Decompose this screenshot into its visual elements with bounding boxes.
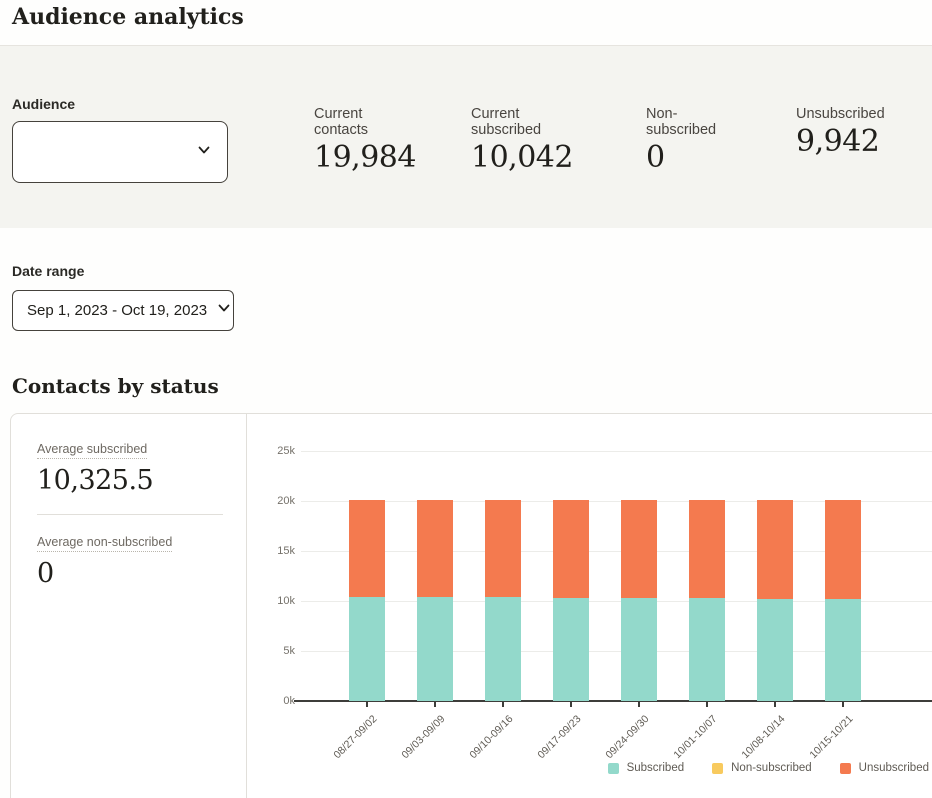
bar-09/03-09/09[interactable]: [417, 451, 453, 701]
legend-swatch-icon: [608, 763, 619, 774]
average-non-subscribed-label[interactable]: Average non-subscribed: [37, 535, 172, 552]
contacts-chart: 0k 5k 10k 15k 20k 25k 08/27-09/02 09/03-09/09 09…: [248, 414, 932, 798]
date-range-label: Date range: [12, 263, 84, 279]
x-axis-tick: [774, 701, 776, 707]
bar-09/17-09/23[interactable]: [553, 451, 589, 701]
bar-09/10-09/16[interactable]: [485, 451, 521, 701]
bar-segment-subscribed[interactable]: [689, 598, 725, 701]
bar-segment-subscribed[interactable]: [485, 597, 521, 701]
chevron-down-icon: [197, 143, 211, 162]
averages-panel: Average subscribed 10,325.5 Average non-…: [11, 414, 247, 798]
bar-segment-subscribed[interactable]: [621, 598, 657, 701]
stat-value: 19,984: [314, 140, 416, 175]
x-axis-tick: [366, 701, 368, 707]
average-subscribed-value: 10,325.5: [37, 465, 232, 496]
page-title: Audience analytics: [12, 4, 244, 30]
audience-analytics-page: Audience analytics Audience Current cont…: [0, 0, 932, 798]
audience-label: Audience: [12, 96, 75, 112]
contacts-by-status-card: Average subscribed 10,325.5 Average non-…: [10, 413, 932, 798]
x-axis-tick: [570, 701, 572, 707]
x-axis-tick: [842, 701, 844, 707]
x-axis-tick-label: 09/17-09/23: [535, 713, 583, 761]
x-axis-tick-label: 09/24-09/30: [603, 713, 651, 761]
chevron-down-icon: [217, 301, 231, 320]
bar-10/08-10/14[interactable]: [757, 451, 793, 701]
bar-08/27-09/02[interactable]: [349, 451, 385, 701]
stat-label: Unsubscribed: [796, 106, 885, 122]
stat-non-subscribed: Non-subscribed 0: [646, 106, 716, 175]
audience-summary-panel: Audience Current contacts 19,984 Current…: [0, 46, 932, 228]
stat-value: 0: [646, 140, 716, 175]
legend-label: Non-subscribed: [731, 762, 812, 774]
bar-segment-unsubscribed[interactable]: [349, 500, 385, 597]
stat-current-contacts: Current contacts 19,984: [314, 106, 416, 175]
legend-swatch-icon: [840, 763, 851, 774]
bar-10/01-10/07[interactable]: [689, 451, 725, 701]
bar-segment-subscribed[interactable]: [417, 597, 453, 702]
x-axis-tick-label: 10/15-10/21: [807, 713, 855, 761]
x-axis-tick-label: 10/01-10/07: [671, 713, 719, 761]
x-axis-tick: [502, 701, 504, 707]
y-axis-tick-label: 20k: [255, 495, 295, 507]
y-axis-tick-label: 5k: [255, 645, 295, 657]
x-axis-tick-label: 09/03-09/09: [399, 713, 447, 761]
bar-segment-subscribed[interactable]: [349, 597, 385, 701]
y-axis-tick-label: 15k: [255, 545, 295, 557]
stat-label: Current subscribed: [471, 106, 573, 138]
bar-10/15-10/21[interactable]: [825, 451, 861, 701]
x-axis-tick-label: 09/10-09/16: [467, 713, 515, 761]
bar-segment-unsubscribed[interactable]: [757, 500, 793, 599]
x-axis-tick: [638, 701, 640, 707]
x-axis-tick: [706, 701, 708, 707]
contacts-by-status-heading: Contacts by status: [12, 374, 219, 398]
legend-label: Unsubscribed: [859, 762, 929, 774]
stat-current-subscribed: Current subscribed 10,042: [471, 106, 573, 175]
average-subscribed-label[interactable]: Average subscribed: [37, 442, 147, 459]
bar-segment-unsubscribed[interactable]: [621, 500, 657, 598]
stat-value: 10,042: [471, 140, 573, 175]
legend-label: Subscribed: [627, 762, 685, 774]
stat-label: Non-subscribed: [646, 106, 716, 138]
legend-swatch-icon: [712, 763, 723, 774]
bar-segment-unsubscribed[interactable]: [485, 500, 521, 597]
audience-select[interactable]: [12, 121, 228, 183]
chart-legend: Subscribed Non-subscribed Unsubscribed: [608, 762, 929, 774]
stat-label: Current contacts: [314, 106, 416, 138]
bar-segment-unsubscribed[interactable]: [417, 500, 453, 597]
bar-segment-unsubscribed[interactable]: [689, 500, 725, 598]
bar-segment-subscribed[interactable]: [553, 598, 589, 701]
date-range-select[interactable]: Sep 1, 2023 - Oct 19, 2023: [12, 290, 234, 331]
stat-unsubscribed: Unsubscribed 9,942: [796, 106, 885, 159]
y-axis-tick-label: 0k: [255, 695, 295, 707]
x-axis-tick-label: 10/08-10/14: [739, 713, 787, 761]
stat-value: 9,942: [796, 124, 885, 159]
legend-item-non-subscribed[interactable]: Non-subscribed: [712, 762, 812, 774]
average-non-subscribed-value: 0: [37, 558, 232, 589]
bar-09/24-09/30[interactable]: [621, 451, 657, 701]
legend-item-unsubscribed[interactable]: Unsubscribed: [840, 762, 929, 774]
y-axis-tick-label: 10k: [255, 595, 295, 607]
date-range-value: Sep 1, 2023 - Oct 19, 2023: [27, 302, 207, 319]
legend-item-subscribed[interactable]: Subscribed: [608, 762, 685, 774]
summary-divider: [37, 514, 223, 515]
bar-segment-unsubscribed[interactable]: [825, 500, 861, 599]
chart-plot-area: 0k5k10k15k20k25k08/27-09/0209/03-09/0909…: [301, 451, 932, 701]
bar-segment-subscribed[interactable]: [825, 599, 861, 701]
x-axis-tick-label: 08/27-09/02: [331, 713, 379, 761]
bar-segment-subscribed[interactable]: [757, 599, 793, 701]
bar-segment-unsubscribed[interactable]: [553, 500, 589, 598]
x-axis-tick: [434, 701, 436, 707]
y-axis-tick-label: 25k: [255, 445, 295, 457]
